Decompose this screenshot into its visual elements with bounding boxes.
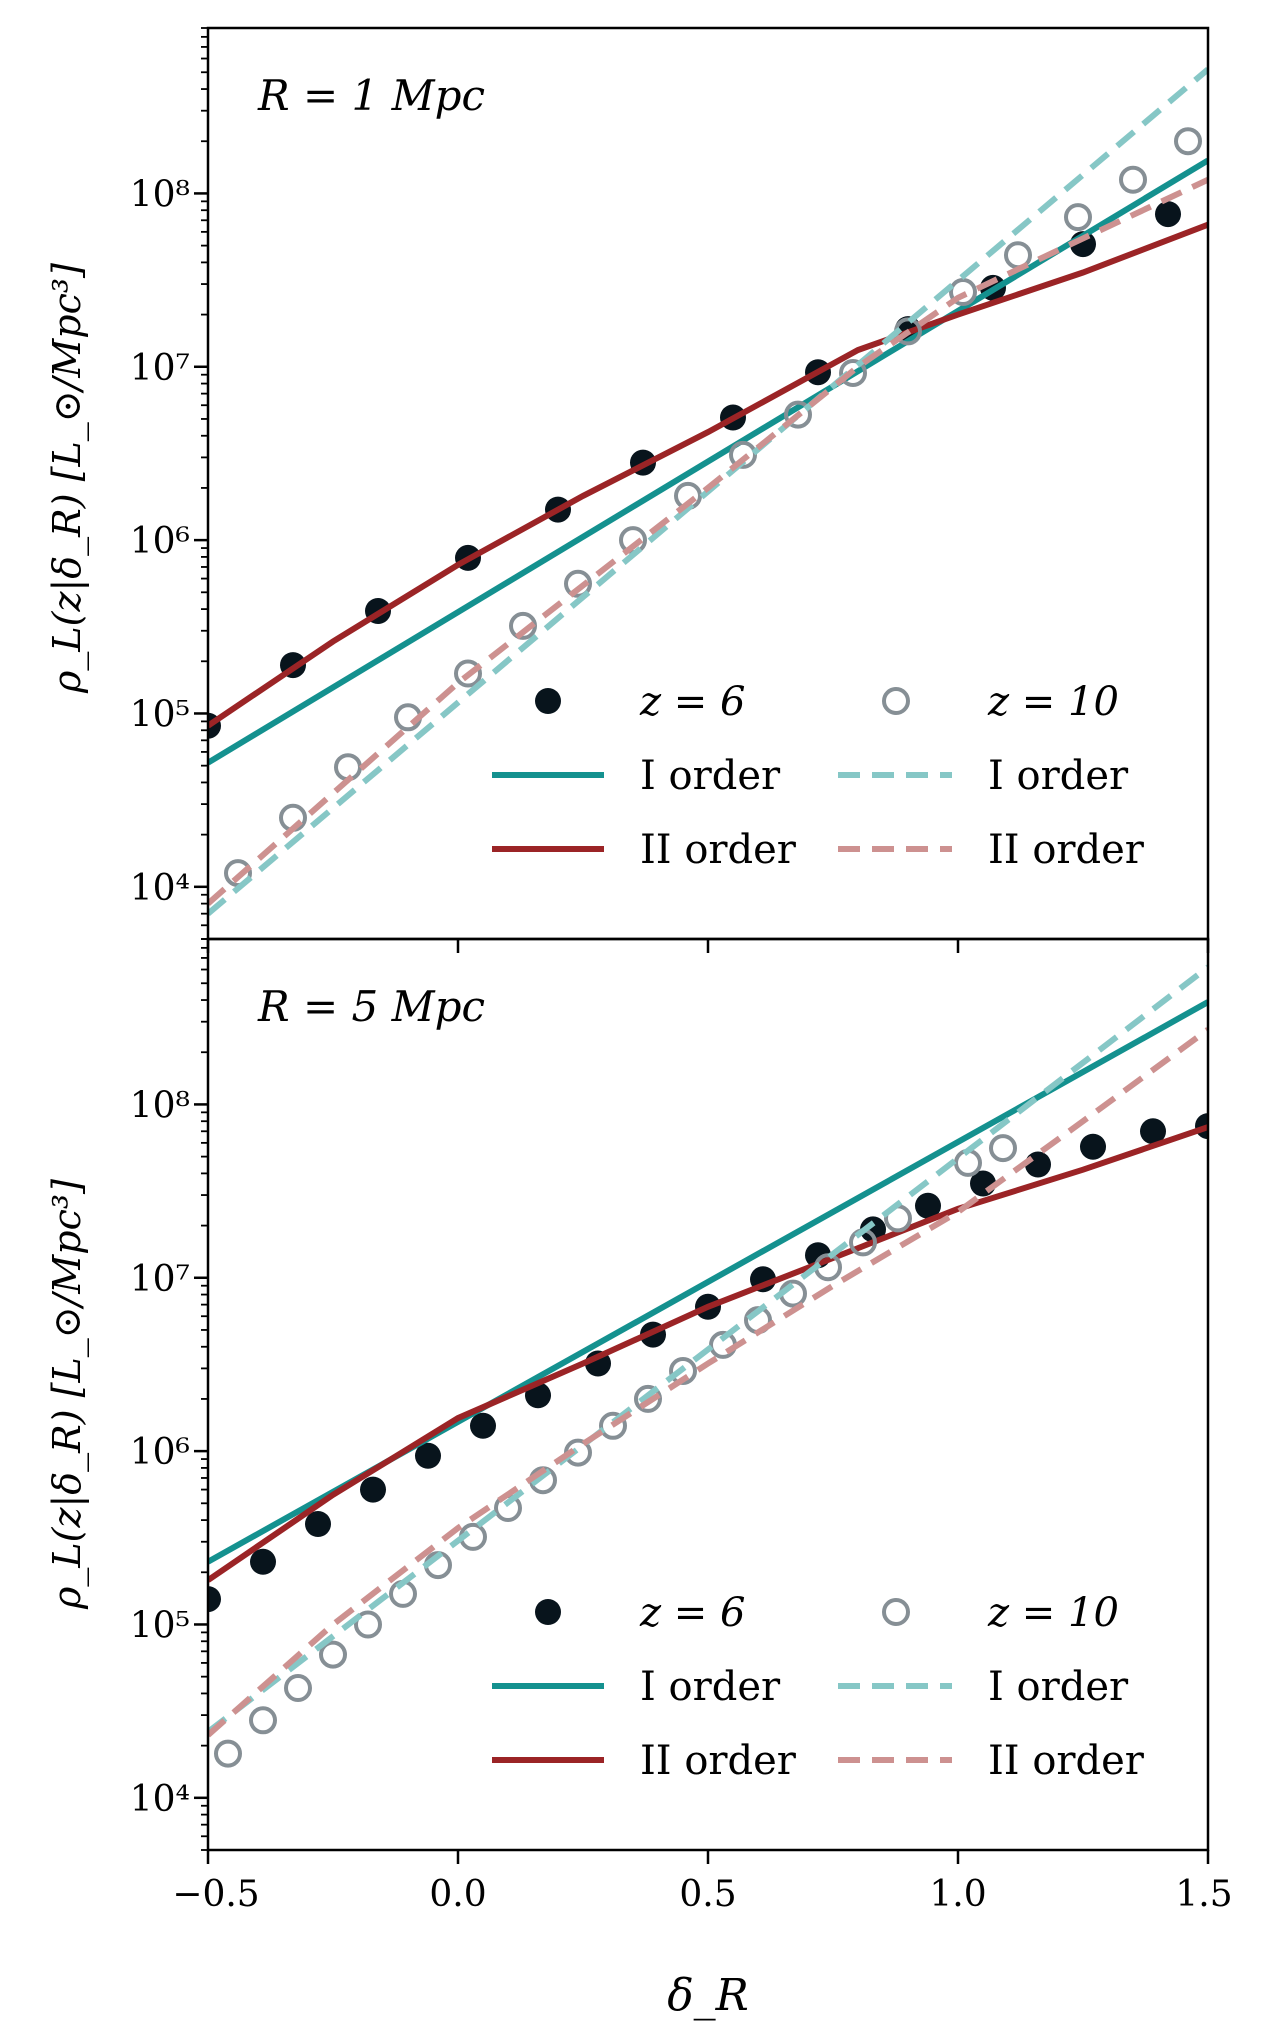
- panel-annotation: R = 1 Mpc: [257, 71, 485, 120]
- data-point-z10_points: [1119, 165, 1147, 194]
- x-axis-label: δ_R: [667, 1970, 749, 2021]
- data-point-z10_points: [334, 753, 362, 782]
- series-line-second_order_z10: [208, 1027, 1208, 1738]
- data-point-z6_points: [305, 1511, 331, 1537]
- series-line-second_order_z6: [208, 1124, 1208, 1583]
- y-tick-label: 10⁵: [130, 1605, 190, 1646]
- x-tick-label: 1.5: [1175, 1874, 1232, 1915]
- x-tick-label: 1.0: [929, 1874, 986, 1915]
- data-point-z10_points: [729, 440, 757, 469]
- y-tick-label: 10⁵: [130, 694, 190, 735]
- data-point-z6_points: [1155, 201, 1181, 228]
- data-point-z6_points: [860, 1216, 886, 1243]
- legend-label-second-z10: II order: [988, 1738, 1145, 1784]
- x-tick-label: −0.5: [172, 1874, 259, 1915]
- legend-label-first-z10: I order: [988, 753, 1129, 799]
- legend-label-z6: z = 6: [639, 679, 745, 725]
- legend-marker-z10: [882, 1598, 910, 1626]
- data-point-z6_points: [415, 1442, 441, 1469]
- data-point-z6_points: [1140, 1118, 1166, 1145]
- plot-area: [208, 67, 1208, 916]
- legend-label-z10: z = 10: [987, 679, 1119, 725]
- plot-area: [208, 964, 1208, 1768]
- y-tick-label: 10⁸: [130, 1085, 190, 1126]
- x-tick-label: 0.0: [429, 1874, 486, 1915]
- legend-marker-z10: [882, 687, 910, 715]
- data-point-z6_points: [1025, 1151, 1051, 1178]
- data-point-z10_points: [1064, 203, 1092, 232]
- series-line-first_order_z10: [208, 964, 1208, 1735]
- x-tick-label: 0.5: [679, 1874, 736, 1915]
- data-point-z10_points: [454, 659, 482, 688]
- data-point-z10_points: [249, 1706, 277, 1735]
- data-point-z6_points: [1080, 1133, 1106, 1160]
- series-line-second_order_z10: [208, 176, 1208, 906]
- data-point-z6_points: [250, 1548, 276, 1575]
- axes-frame: [206, 26, 1210, 941]
- legend: z = 6 z = 10 I order I order II order II orde…: [492, 679, 1145, 873]
- data-point-z10_points: [354, 1610, 382, 1639]
- data-point-z10_points: [784, 400, 812, 429]
- data-point-z6_points: [915, 1192, 941, 1219]
- axes-frame: [206, 937, 1210, 1852]
- data-point-z10_points: [319, 1640, 347, 1669]
- legend-label-second-z10: II order: [988, 827, 1145, 873]
- y-tick-label: 10⁸: [130, 174, 190, 215]
- data-point-z10_points: [954, 1148, 982, 1177]
- data-point-z10_points: [989, 1134, 1017, 1163]
- legend-label-first-z6: I order: [640, 1664, 781, 1710]
- legend-label-first-z10: I order: [988, 1664, 1129, 1710]
- panel-r5: 10⁴ 10⁵ 10⁶ 10⁷ 10⁸ −0.5 0.0 0.5 1.0 1.5 R = 5 Mpc…: [130, 937, 1233, 1915]
- legend-marker-z6: [535, 1599, 561, 1625]
- data-point-z10_points: [284, 1674, 312, 1702]
- y-tick-label: 10⁷: [130, 348, 190, 389]
- panel-r1: 10⁴ 10⁵ 10⁶ 10⁷ 10⁸ R = 1 Mpc z = 6 z = 10 I ord…: [130, 26, 1210, 953]
- y-tick-label: 10⁷: [130, 1259, 190, 1300]
- legend-label-second-z6: II order: [640, 1738, 797, 1784]
- data-point-z6_points: [360, 1476, 386, 1503]
- series-line-second_order_z6: [208, 221, 1208, 729]
- data-point-z10_points: [634, 1384, 662, 1413]
- y-tick-label: 10⁶: [130, 521, 190, 562]
- legend-label-z10: z = 10: [987, 1590, 1119, 1636]
- legend-label-first-z6: I order: [640, 753, 781, 799]
- legend: z = 6 z = 10 I order I order II order II orde…: [492, 1590, 1145, 1784]
- y-axis-label-bottom: ρ_L(z|δ_R) [L_⊙/Mpc³]: [45, 1179, 90, 1610]
- data-point-z10_points: [1174, 127, 1202, 156]
- y-tick-label: 10⁴: [130, 1779, 190, 1820]
- y-tick-label: 10⁶: [130, 1432, 190, 1473]
- y-tick-label: 10⁴: [130, 868, 190, 909]
- data-point-z6_points: [208, 1586, 221, 1613]
- data-point-z6_points: [470, 1412, 496, 1439]
- data-point-z10_points: [949, 278, 977, 306]
- data-point-z10_points: [564, 569, 592, 598]
- legend-label-z6: z = 6: [639, 1590, 745, 1636]
- data-point-z10_points: [214, 1739, 242, 1768]
- data-point-z10_points: [599, 1411, 627, 1440]
- legend-label-second-z6: II order: [640, 827, 797, 873]
- panel-annotation: R = 5 Mpc: [257, 982, 485, 1031]
- data-point-z10_points: [839, 359, 867, 387]
- legend-marker-z6: [535, 688, 561, 714]
- y-axis-label-top: ρ_L(z|δ_R) [L_⊙/Mpc³]: [45, 263, 90, 694]
